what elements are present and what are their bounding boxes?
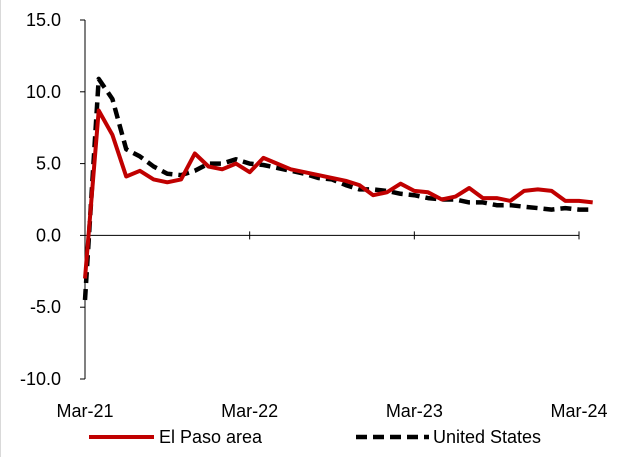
y-tick-label: 10.0 [26, 82, 61, 102]
series-line-el-paso-area [83, 108, 593, 279]
legend: El Paso area United States [89, 427, 541, 447]
y-tick-label: 15.0 [26, 10, 61, 30]
y-axis-ticks: 15.0 10.0 5.0 0.0 -5.0 -10.0 [20, 10, 85, 389]
x-tick-label: Mar-21 [56, 401, 113, 421]
y-tick-label: 0.0 [36, 225, 61, 245]
axes: 15.010.05.00.0-5.0-10.0 Mar-21 Mar-22 Mar-… [20, 10, 608, 421]
legend-label-united-states: United States [433, 427, 541, 447]
y-tick-label: -10.0 [20, 369, 61, 389]
y-tick-label: 5.0 [36, 154, 61, 174]
legend-label-el-paso-area: El Paso area [159, 427, 263, 447]
x-tick-label: Mar-23 [386, 401, 443, 421]
y-tick-label: -5.0 [30, 297, 61, 317]
x-tick-label: Mar-22 [221, 401, 278, 421]
series-line-united-states [82, 76, 593, 301]
x-axis-ticks: Mar-21 Mar-22 Mar-23 Mar-24 [56, 231, 608, 421]
x-tick-label: Mar-24 [550, 401, 607, 421]
series-layer [82, 76, 593, 301]
